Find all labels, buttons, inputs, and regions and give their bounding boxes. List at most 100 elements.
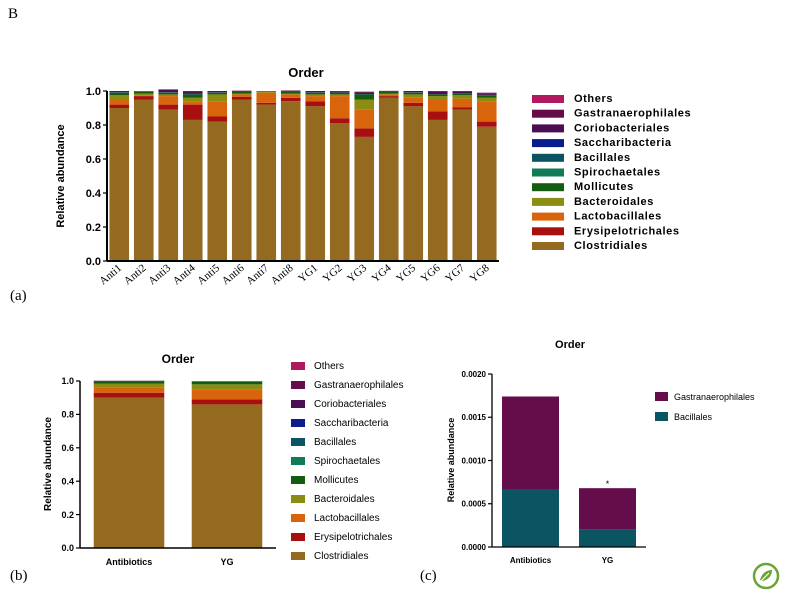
a-bar-clostridiales-anti3 [158, 109, 179, 261]
b-bar-bacteroidales-antibiotics [93, 383, 165, 388]
c-x-tick-label: YG [602, 556, 614, 565]
b-legend-label-bacillales: Bacillales [314, 437, 356, 448]
c-y-tick-label: 0.0000 [462, 543, 487, 552]
a-bar-erysipelotrichales-anti4 [182, 104, 203, 120]
a-bar-coriobacteriales-yg2 [329, 91, 350, 93]
a-bar-mollicutes-anti8 [280, 91, 301, 94]
a-bar-lactobacillales-anti8 [280, 94, 301, 98]
a-bar-bacillales-anti4 [182, 93, 203, 95]
c-bar-bacillales-yg [579, 529, 636, 547]
b-x-tick-label: YG [220, 557, 233, 567]
a-bar-coriobacteriales-yg5 [403, 91, 424, 93]
a-bar-gastranaerophilales-yg2 [329, 91, 350, 92]
a-x-tick-label: Anti5 [195, 262, 222, 288]
chart-c: Order Relative abundance 0.0000 0.0005 0.0… [446, 339, 755, 565]
a-bar-mollicutes-anti5 [207, 92, 228, 95]
c-y-tick-label: 0.0020 [462, 370, 487, 379]
a-bar-erysipelotrichales-yg6 [427, 111, 448, 120]
a-bar-mollicutes-anti4 [182, 94, 203, 98]
a-bar-lactobacillales-yg3 [354, 109, 375, 129]
a-bar-erysipelotrichales-yg4 [378, 96, 399, 98]
a-bar-bacteroidales-yg7 [452, 95, 473, 99]
b-legend-label-saccharibacteria: Saccharibacteria [314, 418, 389, 429]
b-y-tick-label: 0.6 [61, 443, 74, 453]
a-bar-clostridiales-yg3 [354, 136, 375, 261]
chart-b-title: Order [162, 352, 195, 366]
a-bar-gastranaerophilales-yg6 [427, 91, 448, 92]
c-y-tick-label: 0.0005 [462, 500, 487, 509]
a-bar-bacteroidales-yg5 [403, 94, 424, 98]
a-bar-erysipelotrichales-anti6 [231, 96, 252, 100]
a-bar-erysipelotrichales-yg2 [329, 118, 350, 124]
a-legend-swatch-lactobacillales [532, 212, 564, 221]
panel-label-a: (a) [10, 288, 27, 304]
b-legend-swatch-erysipelotrichales [291, 533, 305, 541]
a-bar-coriobacteriales-anti8 [280, 91, 301, 92]
a-bar-bacteroidales-yg1 [305, 94, 326, 97]
a-bar-gastranaerophilales-anti1 [109, 91, 130, 92]
c-bar-bacillales-antibiotics [502, 489, 559, 547]
a-bar-lactobacillales-anti1 [109, 99, 130, 105]
a-bar-coriobacteriales-yg7 [452, 91, 473, 94]
a-x-tick-label: Anti7 [244, 262, 271, 288]
a-bar-coriobacteriales-yg8 [476, 93, 497, 95]
b-legend-label-mollicutes: Mollicutes [314, 475, 358, 486]
a-y-tick-label: 0.4 [86, 188, 102, 200]
a-bar-lactobacillales-yg6 [427, 99, 448, 112]
a-bar-lactobacillales-yg7 [452, 98, 473, 108]
a-bar-coriobacteriales-yg1 [305, 91, 326, 93]
a-bar-mollicutes-anti3 [158, 92, 179, 95]
c-x-tick-label: Antibiotics [510, 556, 552, 565]
a-bar-lactobacillales-anti6 [231, 94, 252, 97]
a-bar-mollicutes-yg2 [329, 92, 350, 95]
a-bar-coriobacteriales-anti2 [133, 91, 154, 92]
b-bar-clostridiales-yg [191, 404, 263, 548]
a-legend-swatch-clostridiales [532, 242, 564, 250]
a-bar-coriobacteriales-anti3 [158, 89, 179, 93]
chart-a-ylabel: Relative abundance [55, 124, 67, 227]
a-bar-erysipelotrichales-anti7 [256, 102, 277, 105]
a-bar-gastranaerophilales-yg8 [476, 92, 497, 94]
b-legend-swatch-mollicutes [291, 476, 305, 484]
a-bar-coriobacteriales-yg6 [427, 91, 448, 95]
a-bar-lactobacillales-anti5 [207, 101, 228, 117]
b-bar-lactobacillales-yg [191, 389, 263, 400]
b-y-tick-label: 0.8 [61, 410, 74, 420]
a-x-tick-label: YG8 [468, 262, 492, 285]
c-bar-gastranaerophilales-yg [579, 488, 636, 530]
a-bar-coriobacteriales-anti5 [207, 91, 228, 93]
a-legend-swatch-coriobacteriales [532, 124, 564, 133]
a-bar-mollicutes-anti1 [109, 92, 130, 96]
a-x-tick-label: YG5 [394, 262, 418, 285]
a-x-tick-label: YG6 [419, 262, 443, 285]
a-bar-lactobacillales-yg2 [329, 96, 350, 119]
a-bar-bacteroidales-anti3 [158, 94, 179, 97]
b-legend-swatch-gastranaerophilales [291, 381, 305, 389]
b-legend-label-others: Others [314, 361, 344, 372]
a-legend-swatch-saccharibacteria [532, 139, 564, 148]
a-x-tick-label: Anti8 [269, 262, 296, 288]
c-legend-label-bacillales: Bacillales [674, 412, 713, 422]
chart-a-title: Order [288, 65, 323, 80]
a-x-tick-label: YG1 [296, 262, 320, 285]
b-bar-coriobacteriales-antibiotics [93, 380, 165, 382]
a-bar-bacteroidales-anti2 [133, 93, 154, 96]
b-legend-swatch-lactobacillales [291, 514, 305, 522]
a-legend-label-bacillales: Bacillales [574, 152, 631, 164]
b-legend-label-coriobacteriales: Coriobacteriales [314, 399, 386, 410]
a-bar-clostridiales-anti1 [109, 108, 130, 261]
c-legend-swatch-bacillales [655, 412, 668, 421]
a-bar-bacteroidales-anti4 [182, 97, 203, 102]
a-bar-mollicutes-yg4 [378, 91, 399, 94]
a-bar-clostridiales-yg7 [452, 109, 473, 261]
figure-label: B [8, 6, 19, 22]
a-x-tick-label: YG2 [321, 262, 345, 285]
a-bar-bacteroidales-yg2 [329, 94, 350, 97]
panel-label-c: (c) [420, 568, 437, 584]
chart-b: Order Relative abundance 0.0 0.2 0.4 0.6 0.8… [43, 352, 404, 567]
a-bar-gastranaerophilales-yg5 [403, 91, 424, 92]
a-bar-mollicutes-yg1 [305, 92, 326, 95]
a-bar-bacteroidales-yg8 [476, 97, 497, 102]
a-x-tick-label: Anti2 [122, 262, 149, 287]
a-bar-bacteroidales-anti6 [231, 93, 252, 95]
